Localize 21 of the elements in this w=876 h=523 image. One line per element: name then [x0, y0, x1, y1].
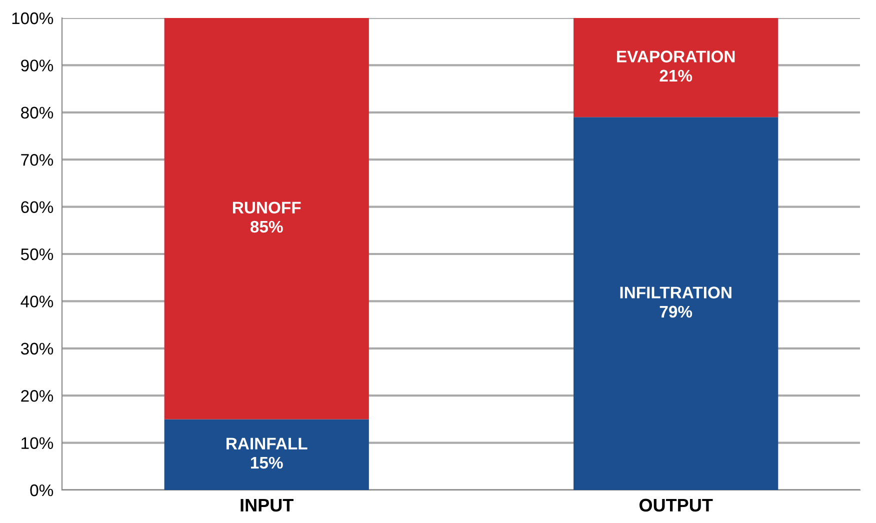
y-tick-label: 80%: [21, 106, 54, 119]
y-tick-label: 30%: [20, 342, 54, 355]
bar: [574, 117, 778, 490]
y-tick-label: 10%: [22, 437, 54, 450]
y-tick-label: 0%: [30, 484, 54, 496]
data-label: RUNOFF 85%: [233, 202, 301, 233]
y-tick-label: 50%: [20, 248, 54, 260]
y-tick-label: 20%: [21, 390, 54, 402]
x-tick-label: OUTPUT: [639, 498, 713, 512]
y-tick-label: 40%: [20, 296, 54, 308]
y-tick-label: 100%: [12, 12, 54, 24]
x-tick-label: INPUT: [240, 498, 294, 512]
data-label: RAINFALL 15%: [226, 438, 308, 469]
y-tick-label: 60%: [21, 201, 54, 214]
y-tick-label: 90%: [21, 60, 54, 72]
bar: [164, 18, 369, 420]
bar: [164, 419, 369, 490]
y-tick-label: 70%: [21, 154, 54, 166]
bar: [574, 18, 778, 118]
data-label: EVAPORATION 21%: [617, 50, 735, 82]
data-label: INFILTRATION 79%: [620, 286, 732, 318]
